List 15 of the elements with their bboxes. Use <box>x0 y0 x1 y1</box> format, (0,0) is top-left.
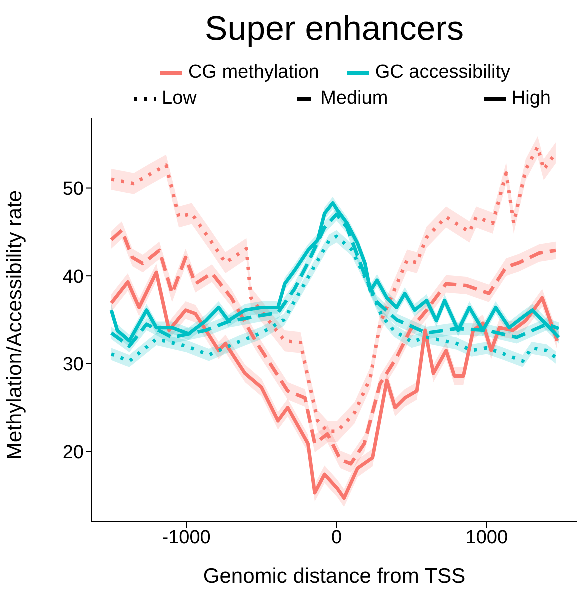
y-tick-label: 40 <box>62 266 84 288</box>
chart-title: Super enhancers <box>204 10 465 49</box>
y-tick-label: 30 <box>62 354 84 376</box>
x-tick-label: -1000 <box>162 527 211 548</box>
x-tick-label: 0 <box>331 527 342 548</box>
y-tick-label: 50 <box>62 179 84 200</box>
x-axis-title: Genomic distance from TSS <box>203 565 466 588</box>
text: High <box>510 88 551 110</box>
y-axis-title: Methylation/Accessibility rate <box>3 190 26 460</box>
legend-label: CG methylation <box>187 62 320 84</box>
text: Medium <box>320 88 388 110</box>
legend-label: GC accessibility <box>374 62 511 84</box>
y-tick-label: 20 <box>62 442 84 464</box>
x-tick-label: 1000 <box>466 527 508 548</box>
text: Low <box>161 88 197 110</box>
